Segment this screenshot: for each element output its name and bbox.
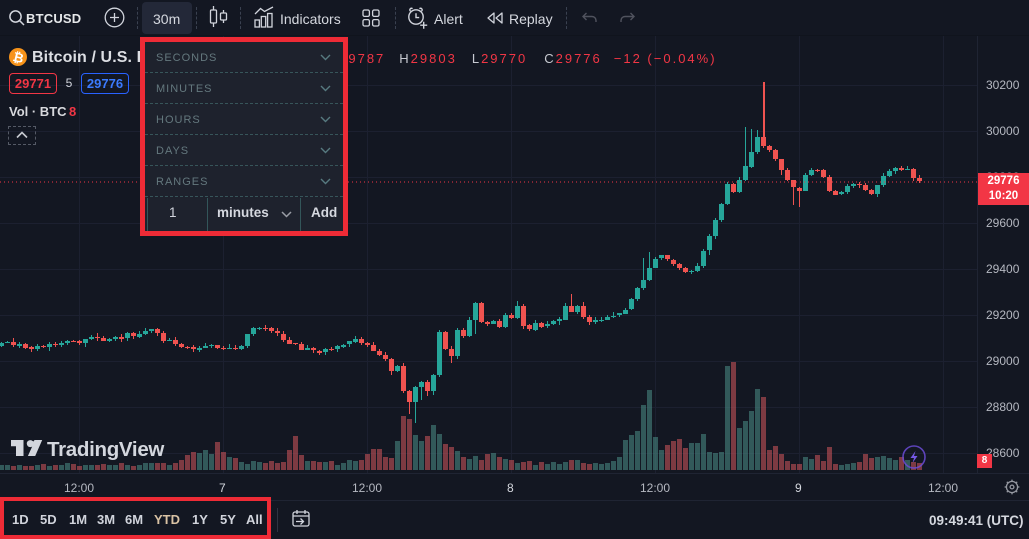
svg-text:TradingView: TradingView <box>47 438 164 461</box>
